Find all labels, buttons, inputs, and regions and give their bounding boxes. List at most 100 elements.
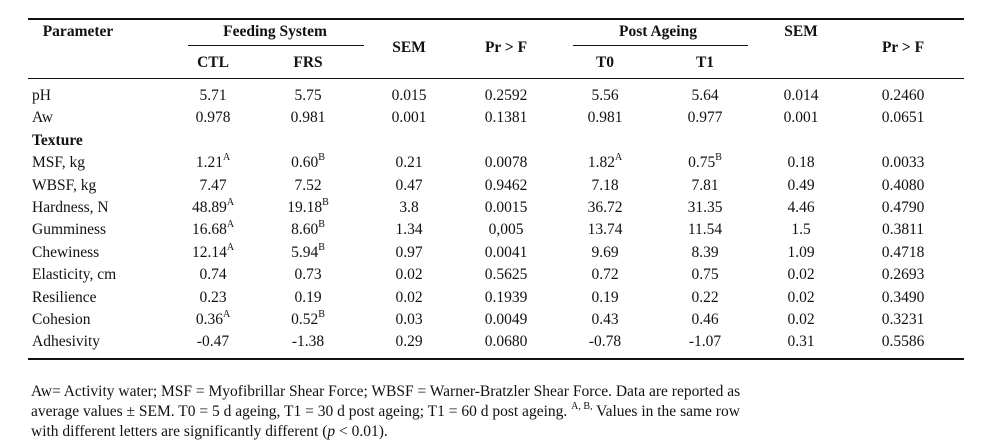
significance-letter: B <box>715 152 722 164</box>
footnote-text-2a: average values ± SEM. T0 = 5 d ageing, T… <box>31 403 568 420</box>
cell-t1: 8.39 <box>691 243 718 263</box>
cell-value: 0.4718 <box>881 243 925 261</box>
cell-value: 0.015 <box>391 87 427 104</box>
cell-value: 0.18 <box>787 154 815 172</box>
cell-t0: 0.43 <box>591 310 618 330</box>
cell-t0: 0.981 <box>588 108 623 128</box>
cell-sem2: 0.02 <box>787 310 814 330</box>
cell-value: 1.09 <box>787 243 815 261</box>
header-bottom-rule <box>28 78 964 79</box>
cell-ctl: -0.47 <box>197 332 229 352</box>
cell-t1: 7.81 <box>691 176 718 196</box>
cell-value: 48.89 <box>191 199 227 216</box>
cell-value: 3.8 <box>399 199 419 216</box>
row-parameter: pH <box>32 87 51 104</box>
cell-value: 0.4080 <box>881 176 925 194</box>
cell-sem2: 0.18 <box>787 153 814 173</box>
significance-letter: A <box>226 196 235 208</box>
cell-pr2: 0.2460 <box>882 86 925 106</box>
table-footnote: Aw= Activity water; MSF = Myofibrillar S… <box>31 382 961 442</box>
cell-value: 1.5 <box>791 221 811 239</box>
cell-pr2: 0.2693 <box>882 265 925 285</box>
cell-sem2: 1.5 <box>791 220 810 240</box>
cell-value: 0.3490 <box>881 288 925 306</box>
row-parameter: Hardness, N <box>32 199 109 216</box>
cell-value: 0.75 <box>688 154 716 172</box>
cell-value: -0.78 <box>588 333 622 351</box>
cell-value: 0.5586 <box>881 333 925 351</box>
cell-ctl: 16.68A <box>192 220 234 240</box>
cell-t1: 31.35 <box>688 198 723 218</box>
cell-value: 0.0033 <box>881 154 925 172</box>
cell-sem2: 0.31 <box>787 332 814 352</box>
cell-pr1: 0.0078 <box>485 153 528 173</box>
significance-letter: A <box>222 308 231 320</box>
row-parameter: Gumminess <box>32 221 107 239</box>
row-parameter: Elasticity, cm <box>32 266 117 284</box>
cell-value: 0.52 <box>291 311 319 328</box>
cell-value: 4.46 <box>787 199 815 216</box>
cell-value: 0.31 <box>787 333 815 351</box>
cell-value: 0.43 <box>591 311 619 328</box>
row-parameter: Adhesivity <box>32 333 101 351</box>
significance-letter: A <box>614 152 623 164</box>
cell-pr1: 0.9462 <box>485 176 528 196</box>
cell-frs: 8.60B <box>291 220 325 240</box>
cell-t0: -0.78 <box>589 332 621 352</box>
header-t0: T0 <box>595 54 615 71</box>
footnote-superscript: A, B, <box>571 400 593 412</box>
cell-value: 31.35 <box>687 199 723 216</box>
cell-sem1: 0.97 <box>395 243 422 263</box>
cell-value: 1.82 <box>587 154 615 172</box>
cell-ctl: 0.36A <box>196 308 231 330</box>
cell-sem1: 0.02 <box>395 265 422 285</box>
cell-pr2: 0.3231 <box>882 310 925 330</box>
cell-value: 5.94 <box>291 243 319 261</box>
row-parameter: WBSF, kg <box>32 176 97 194</box>
cell-value: -1.38 <box>291 333 325 351</box>
cell-t1: -1.07 <box>689 332 721 352</box>
cell-pr2: 0.4080 <box>882 176 925 196</box>
significance-letter: B <box>318 219 325 231</box>
cell-t1: 0.46 <box>691 310 718 330</box>
cell-pr2: 0.4718 <box>882 243 925 263</box>
cell-value: 9.69 <box>591 243 619 261</box>
cell-value: -1.07 <box>688 333 722 351</box>
cell-value: 0.60 <box>291 154 319 172</box>
cell-sem2: 4.46 <box>787 198 814 218</box>
cell-value: 0.1381 <box>484 109 528 127</box>
cell-ctl: 1.21A <box>196 153 230 173</box>
cell-value: 5.71 <box>199 87 227 104</box>
cell-value: 13.74 <box>587 221 623 239</box>
cell-value: 0.75 <box>691 266 719 284</box>
cell-value: 0.0078 <box>484 154 528 172</box>
cell-sem2: 0.02 <box>787 265 814 285</box>
cell-value: 11.54 <box>687 221 723 239</box>
cell-t0: 9.69 <box>591 243 618 263</box>
cell-value: 0.49 <box>787 176 815 194</box>
cell-value: 0.46 <box>691 311 719 328</box>
header-sem-1: SEM <box>392 39 426 56</box>
header-pr-2: Pr > F <box>881 39 925 56</box>
cell-value: 0.23 <box>199 288 227 306</box>
header-parameter: Parameter <box>42 23 114 40</box>
header-pr-1: Pr > F <box>484 39 528 56</box>
cell-pr2: 0.3490 <box>882 288 925 308</box>
significance-letter: B <box>322 196 329 208</box>
cell-pr1: 0.1381 <box>485 108 528 128</box>
cell-value: 5.75 <box>294 87 322 104</box>
cell-value: 0.72 <box>591 266 619 284</box>
significance-letter: B <box>318 308 325 320</box>
header-frs: FRS <box>293 54 323 71</box>
cell-value: 0.981 <box>290 109 326 127</box>
footnote-text-1: Aw= Activity water; MSF = Myofibrillar S… <box>31 383 741 400</box>
cell-frs: -1.38 <box>292 332 324 352</box>
cell-value: 0.19 <box>294 288 322 306</box>
cell-value: 1.34 <box>395 221 423 239</box>
cell-t0: 36.72 <box>588 198 623 218</box>
cell-t1: 5.64 <box>691 86 718 106</box>
cell-frs: 19.18B <box>287 196 329 218</box>
cell-value: 5.64 <box>691 87 719 104</box>
cell-t0: 13.74 <box>588 220 623 240</box>
cell-value: 0.1939 <box>484 288 528 306</box>
